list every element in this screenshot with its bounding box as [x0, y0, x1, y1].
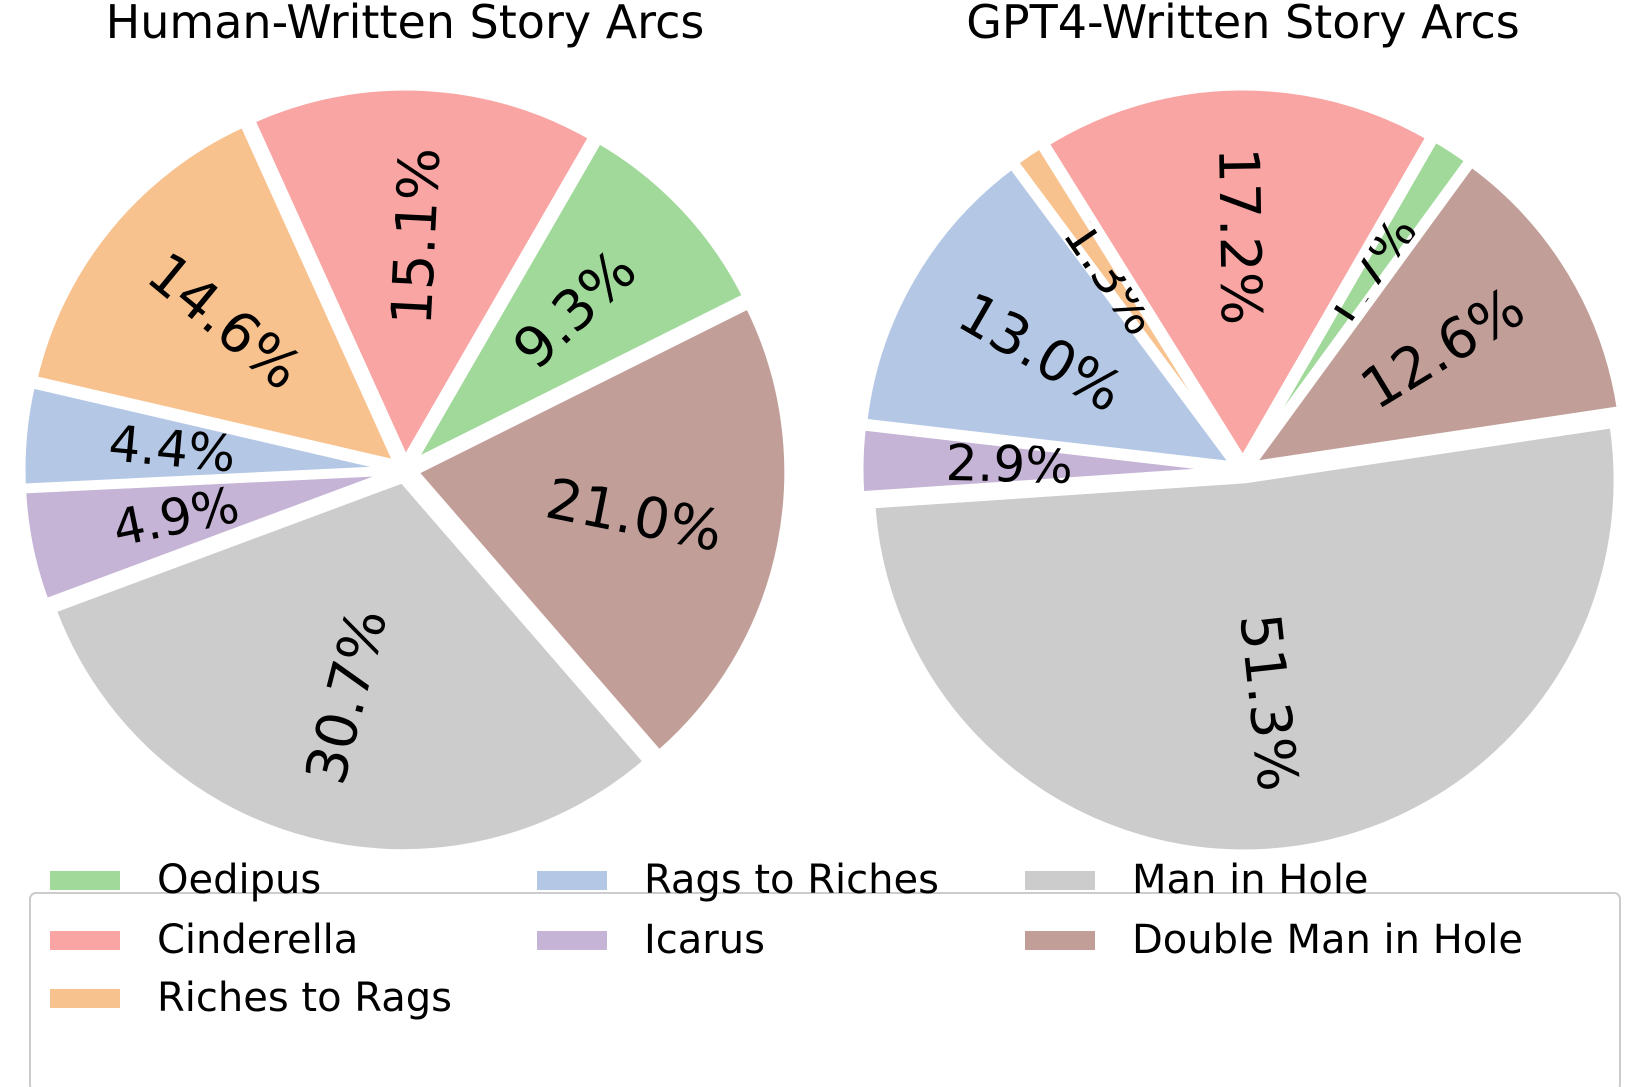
legend-label-double-man-in-hole: Double Man in Hole	[1132, 917, 1523, 963]
slice-double-man-in-hole	[1248, 160, 1624, 469]
legend: Oedipus Cinderella Riches to Rags Rags to R…	[29, 857, 1621, 1087]
slice-label-cinderella: 17.2%	[1205, 147, 1273, 326]
legend-swatch-double-man-in-hole	[1025, 931, 1095, 950]
slice-label-cinderella: 15.1%	[380, 146, 454, 327]
slice-rags-to-riches	[18, 381, 399, 491]
chart-title-gpt4: GPT4-Written Story Arcs	[966, 0, 1520, 49]
legend-label-man-in-hole: Man in Hole	[1132, 857, 1369, 903]
chart-title-human: Human-Written Story Arcs	[106, 0, 705, 49]
slice-cinderella	[248, 83, 596, 464]
legend-label-icarus: Icarus	[644, 917, 765, 963]
slice-man-in-hole	[868, 421, 1621, 857]
legend-label-rags-to-riches: Rags to Riches	[644, 857, 939, 903]
slice-oedipus	[1244, 135, 1472, 466]
legend-swatch-icarus	[537, 931, 607, 950]
slice-icarus	[856, 423, 1237, 499]
slice-double-man-in-hole	[411, 301, 792, 758]
legend-frame	[29, 892, 1621, 1087]
slice-cinderella	[1042, 83, 1433, 464]
slice-riches-to-rags	[1011, 141, 1241, 466]
slice-rags-to-riches	[860, 162, 1238, 469]
pie-gpt4-written: 1.7%12.6%51.3%2.9%13.0%1.3% 17.2%	[856, 83, 1624, 857]
slice-man-in-hole	[49, 476, 651, 857]
legend-swatch-man-in-hole	[1025, 871, 1095, 890]
slice-oedipus	[408, 136, 750, 467]
slice-riches-to-rags	[30, 120, 401, 468]
legend-swatch-oedipus	[50, 871, 120, 890]
legend-swatch-rags-to-riches	[537, 871, 607, 890]
legend-label-riches-to-rags: Riches to Rags	[157, 975, 452, 1021]
legend-label-oedipus: Oedipus	[157, 857, 321, 903]
pie-human-written: 9.3%21.0%30.7%4.9%4.4%14.6% 15.1%	[18, 83, 792, 857]
legend-label-cinderella: Cinderella	[157, 917, 358, 963]
legend-swatch-cinderella	[50, 931, 120, 950]
slice-label-rags-to-riches: 4.4%	[106, 414, 238, 483]
legend-swatch-riches-to-rags	[50, 989, 120, 1008]
